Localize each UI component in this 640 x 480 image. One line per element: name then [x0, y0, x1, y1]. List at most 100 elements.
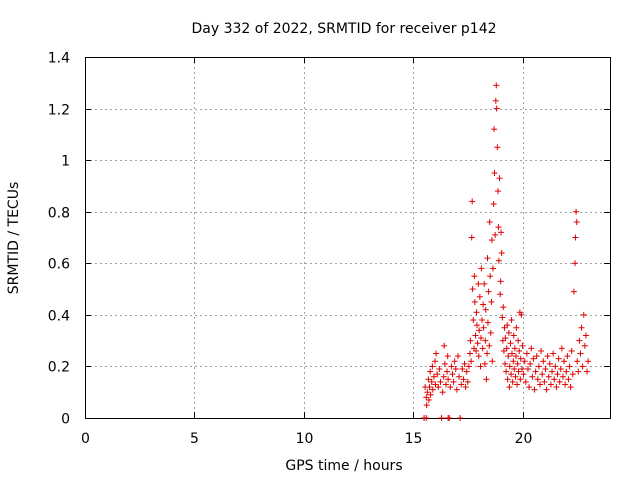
data-point — [568, 347, 575, 354]
data-point — [504, 322, 511, 329]
data-point — [538, 347, 545, 354]
data-point — [561, 358, 568, 365]
data-point — [476, 327, 483, 334]
data-point — [502, 360, 508, 367]
data-point — [474, 322, 480, 329]
data-point — [566, 363, 573, 370]
data-point — [573, 219, 580, 226]
data-point — [514, 381, 521, 388]
data-point — [427, 368, 434, 375]
data-point — [558, 345, 565, 352]
data-point — [574, 358, 581, 365]
data-point — [476, 293, 483, 300]
data-point — [495, 188, 501, 195]
data-point — [484, 350, 491, 357]
data-points — [421, 82, 592, 421]
data-point — [454, 353, 461, 360]
y-tick-label: 0.6 — [48, 257, 70, 273]
data-point — [424, 389, 431, 396]
data-point — [433, 350, 440, 357]
data-point — [549, 368, 556, 375]
data-point — [511, 345, 518, 352]
data-point — [449, 371, 456, 378]
data-point — [503, 368, 510, 375]
data-point — [427, 391, 434, 398]
data-point — [499, 337, 506, 344]
data-point — [506, 363, 513, 370]
data-point — [578, 324, 585, 331]
data-point — [465, 363, 472, 370]
data-point — [444, 353, 451, 360]
data-point — [500, 304, 507, 311]
data-point — [481, 360, 488, 367]
data-point — [495, 257, 502, 264]
y-tick-label: 0.8 — [48, 206, 70, 222]
data-point — [467, 350, 473, 357]
data-point — [544, 353, 551, 360]
data-point — [523, 350, 530, 357]
data-point — [477, 335, 484, 342]
x-axis-ticks: 0 5 10 15 20 — [81, 57, 532, 447]
data-point — [513, 324, 520, 331]
data-point — [506, 384, 513, 391]
data-point — [483, 376, 490, 383]
data-point — [425, 396, 432, 403]
data-point — [504, 376, 511, 383]
data-point — [485, 288, 492, 295]
data-point — [570, 288, 577, 295]
data-point — [537, 381, 543, 388]
data-point — [467, 337, 474, 344]
data-point — [472, 332, 479, 339]
data-point — [432, 358, 438, 365]
data-point — [488, 298, 495, 305]
data-point — [477, 363, 484, 370]
data-point — [457, 415, 464, 421]
y-tick-label: 0.2 — [48, 360, 70, 376]
data-point — [557, 366, 564, 373]
data-point — [510, 358, 517, 365]
data-point — [438, 415, 445, 421]
x-tick-label: 5 — [190, 431, 199, 447]
data-point — [441, 342, 448, 349]
data-point — [534, 376, 541, 383]
data-point — [580, 311, 587, 318]
data-point — [445, 415, 452, 421]
data-point — [434, 371, 441, 378]
data-point — [552, 363, 559, 370]
x-tick-label: 0 — [81, 431, 90, 447]
data-point — [509, 378, 516, 385]
data-point — [505, 353, 512, 360]
data-point — [502, 335, 509, 342]
x-tick-label: 10 — [296, 431, 314, 447]
data-point — [532, 368, 539, 375]
data-point — [520, 371, 527, 378]
data-point — [423, 415, 430, 421]
data-point — [442, 381, 449, 388]
data-point — [563, 368, 570, 375]
data-point — [543, 386, 550, 393]
data-point — [491, 126, 498, 133]
data-point — [430, 373, 437, 380]
data-point — [436, 366, 443, 373]
data-point — [577, 350, 584, 357]
data-point — [545, 373, 552, 380]
data-point — [426, 384, 433, 391]
data-point — [496, 175, 503, 182]
data-point — [507, 340, 514, 347]
data-point — [481, 280, 488, 287]
data-point — [460, 376, 467, 383]
data-point — [459, 366, 466, 373]
data-point — [468, 234, 475, 241]
data-point — [473, 347, 480, 354]
data-point — [489, 265, 496, 272]
data-point — [448, 363, 455, 370]
data-point — [486, 342, 493, 349]
data-point — [514, 360, 521, 367]
data-point — [554, 371, 561, 378]
data-point — [471, 273, 478, 280]
y-tick-label: 1.4 — [48, 51, 70, 67]
y-tick-label: 1.2 — [48, 103, 70, 119]
data-point — [487, 273, 494, 280]
data-point — [539, 371, 546, 378]
data-point — [428, 378, 435, 385]
